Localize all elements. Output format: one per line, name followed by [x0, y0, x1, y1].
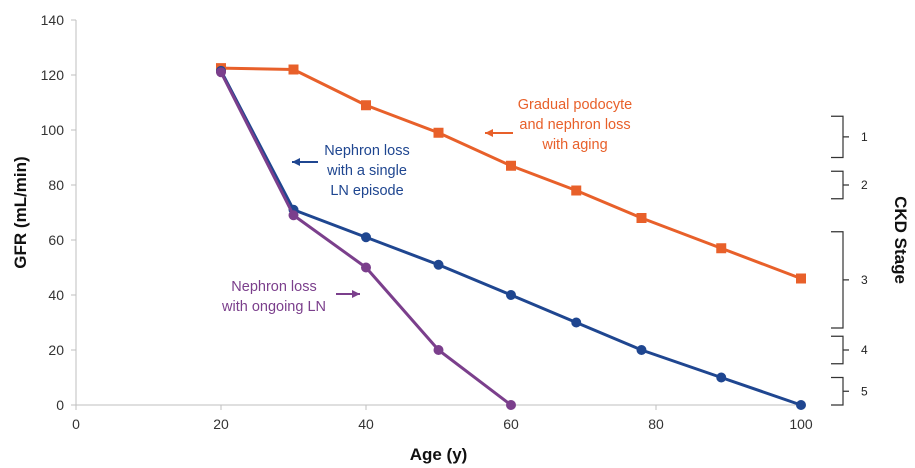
annotation-text: with ongoing LN [221, 299, 326, 315]
annotation-text: Nephron loss [324, 143, 409, 159]
x-tick-label: 20 [213, 416, 229, 432]
y-tick-label: 140 [41, 12, 65, 28]
x-tick-label: 80 [648, 416, 664, 432]
data-point-square [288, 64, 299, 75]
y-tick-label: 0 [56, 397, 64, 413]
data-point-circle [796, 400, 806, 410]
ckd-stage-label: 4 [861, 343, 868, 357]
data-point-square [506, 160, 516, 171]
y-tick-label: 20 [48, 342, 64, 358]
data-point-circle [361, 262, 371, 273]
annotation-text: Nephron loss [231, 279, 316, 295]
annotation-arrow-head [292, 158, 300, 166]
data-point-circle [571, 317, 582, 328]
data-point-circle [506, 400, 516, 410]
annotation-text: with a single [326, 163, 407, 179]
ckd-stage-bracket [831, 231, 849, 329]
data-point-square [433, 127, 444, 138]
y-axis-title: GFR (mL/min) [11, 156, 30, 268]
annotation-text: Gradual podocyte [518, 97, 632, 113]
y-tick-label: 80 [48, 177, 64, 193]
ckd-stage-label: 3 [861, 273, 868, 287]
ckd-stage-axis-title: CKD Stage [891, 196, 910, 284]
series-line-1 [219, 70, 802, 407]
data-point-square [636, 213, 647, 223]
data-point-circle [288, 210, 299, 221]
data-point-circle [361, 232, 371, 243]
y-tick-label: 40 [48, 287, 64, 303]
y-tick-label: 120 [41, 67, 65, 83]
ckd-stage-label: 1 [861, 130, 868, 144]
annotation-text: with aging [541, 137, 607, 153]
y-tick-label: 100 [41, 122, 65, 138]
ckd-stage-bracket [831, 115, 849, 159]
y-tick-label: 60 [48, 232, 64, 248]
data-point-circle [716, 372, 727, 383]
x-tick-label: 60 [503, 416, 519, 432]
x-axis-title: Age (y) [410, 445, 468, 464]
x-tick-label: 40 [358, 416, 374, 432]
annotation-arrow-head [352, 290, 360, 298]
x-tick-label: 100 [789, 416, 813, 432]
data-point-square [716, 243, 727, 254]
data-point-square [796, 273, 806, 284]
ckd-stage-label: 5 [861, 384, 868, 398]
annotation-arrow-head [485, 129, 493, 137]
data-point-circle [636, 345, 647, 355]
ckd-stage-bracket [831, 376, 849, 406]
data-point-circle [433, 345, 444, 355]
ckd-stage-bracket [831, 335, 849, 365]
ckd-stage-label: 2 [861, 178, 868, 192]
data-point-circle [216, 67, 226, 78]
annotation-text: LN episode [330, 183, 403, 199]
x-tick-label: 0 [72, 416, 80, 432]
ckd-stage-bracket [831, 170, 849, 200]
series-line-0 [220, 66, 802, 280]
data-point-square [361, 100, 371, 111]
data-point-square [571, 185, 582, 196]
annotation-text: and nephron loss [519, 117, 630, 133]
data-point-circle [506, 290, 516, 300]
data-point-circle [433, 259, 444, 270]
